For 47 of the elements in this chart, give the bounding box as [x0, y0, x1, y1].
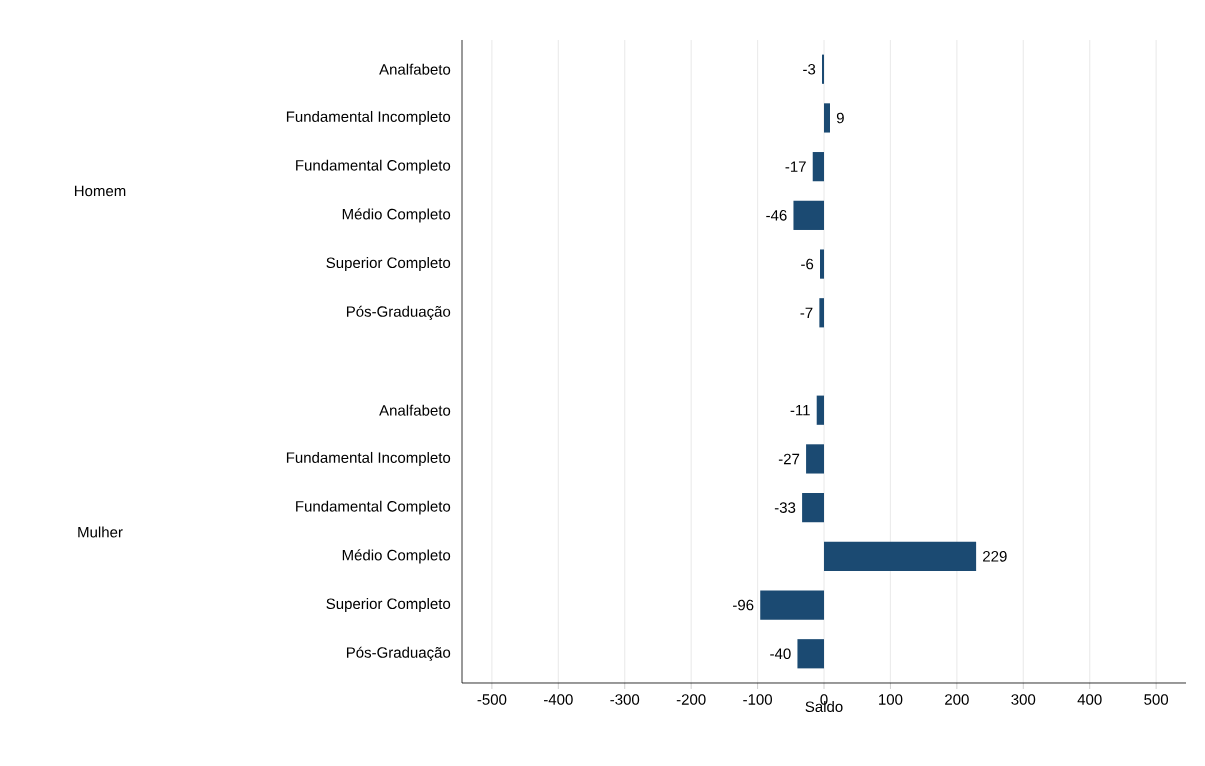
- bar: [760, 590, 825, 620]
- data-label: -33: [774, 502, 796, 513]
- x-tick-label: 100: [879, 694, 903, 705]
- data-label: -3: [803, 63, 816, 75]
- x-tick-label: -500: [477, 694, 507, 705]
- y-tick-label: Pós-Graduação: [346, 305, 451, 320]
- x-tick-label: -300: [610, 694, 640, 705]
- data-label: -40: [770, 648, 791, 660]
- data-label: -6: [801, 258, 814, 270]
- bar: [819, 298, 825, 328]
- x-tick-label: 500: [1144, 694, 1169, 705]
- x-tick-label: -200: [676, 694, 706, 705]
- bar: [797, 639, 825, 669]
- data-label: -17: [785, 161, 806, 172]
- bar: [824, 541, 977, 571]
- bar: [806, 444, 825, 474]
- x-tick-label: 200: [945, 694, 969, 705]
- x-tick-label: 300: [1011, 694, 1036, 705]
- data-label: -46: [766, 210, 787, 221]
- data-label: 229: [983, 551, 1007, 562]
- data-label: -11: [790, 405, 810, 416]
- y-tick-label: Médio Completo: [342, 208, 451, 223]
- y-tick-label: Analfabeto: [379, 404, 451, 416]
- x-tick-label: -400: [543, 694, 573, 705]
- data-label: -7: [800, 307, 813, 318]
- x-tick-label: -100: [743, 694, 772, 705]
- y-tick-label: Médio Completo: [342, 549, 451, 564]
- bar: [793, 200, 825, 230]
- y-tick-label: Fundamental Completo: [296, 500, 451, 515]
- y-tick-label: Superior Completo: [326, 257, 451, 272]
- y-tick-label: Fundamental Incompleto: [286, 110, 451, 125]
- y-tick-label: Superior Completo: [326, 598, 451, 613]
- bar: [816, 395, 825, 425]
- bar: [824, 103, 830, 133]
- bar: [820, 249, 825, 279]
- data-label: -27: [778, 453, 800, 465]
- text: Homem: [74, 185, 126, 197]
- y-tick-label: Analfabeto: [379, 63, 451, 75]
- text: Mulher: [78, 526, 123, 538]
- data-label: -96: [733, 599, 754, 611]
- bar: [812, 152, 825, 182]
- data-label: 9: [836, 112, 844, 124]
- x-tick-label: 400: [1077, 694, 1102, 705]
- y-tick-label: Pós-Graduação: [346, 646, 451, 661]
- y-tick-label: Fundamental Completo: [296, 159, 451, 174]
- bar: [802, 493, 825, 523]
- y-tick-label: Fundamental Incompleto: [286, 451, 451, 466]
